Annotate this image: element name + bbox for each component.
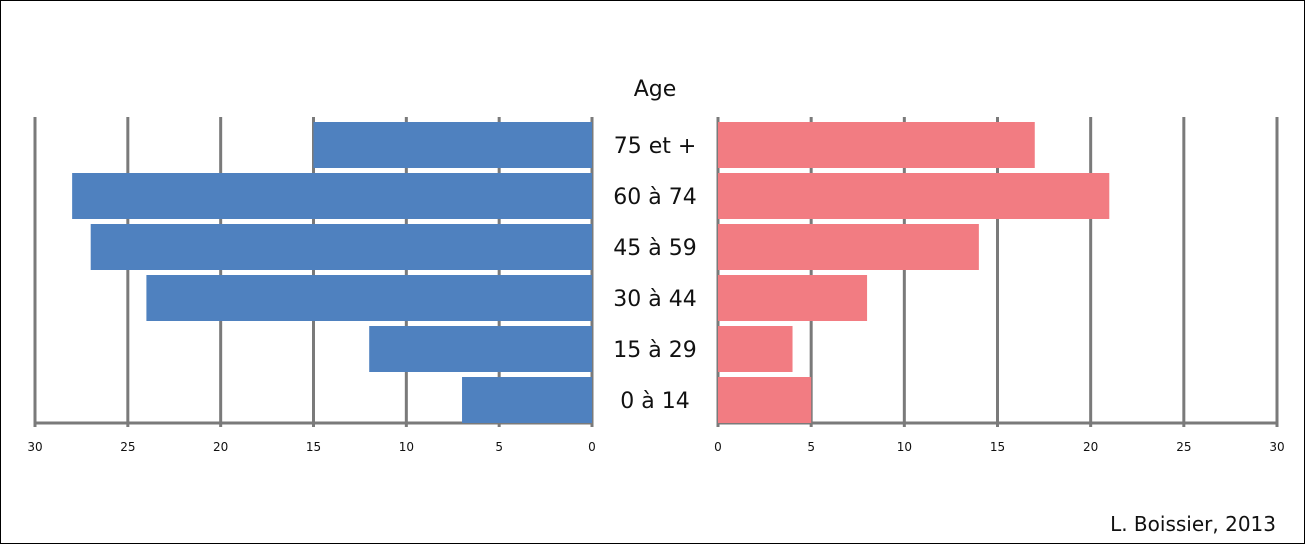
- category-label: 45 à 59: [613, 236, 696, 261]
- tick-label-right: 5: [807, 440, 815, 454]
- tick-label-left: 0: [588, 440, 596, 454]
- category-label: 60 à 74: [613, 185, 696, 210]
- category-labels: 0 à 14 15 à 29 30 à 44 45 à 59 60 à 74 75 et …: [613, 134, 696, 414]
- bar-right: [718, 326, 793, 372]
- bar-left: [313, 122, 592, 168]
- tick-label-right: 15: [990, 440, 1005, 454]
- category-label: 30 à 44: [613, 287, 696, 312]
- category-label: 75 et +: [614, 134, 697, 159]
- tick-label-right: 20: [1083, 440, 1098, 454]
- tick-label-right: 30: [1269, 440, 1284, 454]
- bar-left: [462, 377, 592, 423]
- tick-label-right: 0: [714, 440, 722, 454]
- category-axis-title: Age: [634, 77, 677, 102]
- tick-label-left: 20: [213, 440, 228, 454]
- bar-left: [72, 173, 593, 219]
- tick-label-left: 10: [399, 440, 414, 454]
- bars: [72, 122, 1110, 423]
- credit-text: L. Boissier, 2013: [1110, 512, 1276, 536]
- tick-label-left: 30: [27, 440, 42, 454]
- tick-label-left: 15: [306, 440, 321, 454]
- gridlines: [33, 117, 1279, 427]
- bar-left: [146, 275, 592, 321]
- tick-label-left: 25: [120, 440, 135, 454]
- bar-right: [718, 224, 979, 270]
- bar-left: [90, 224, 592, 270]
- tick-label-right: 25: [1176, 440, 1191, 454]
- bar-left: [369, 326, 592, 372]
- tick-labels: 0 0 5 5 10 10 15 15 20 20 25 25 30 30: [27, 440, 1284, 454]
- bar-right: [718, 122, 1035, 168]
- tick-label-left: 5: [495, 440, 503, 454]
- bar-right: [718, 173, 1110, 219]
- tick-label-right: 10: [897, 440, 912, 454]
- bar-right: [718, 275, 868, 321]
- category-label: 0 à 14: [620, 389, 689, 414]
- bar-right: [718, 377, 812, 423]
- category-label: 15 à 29: [613, 338, 696, 363]
